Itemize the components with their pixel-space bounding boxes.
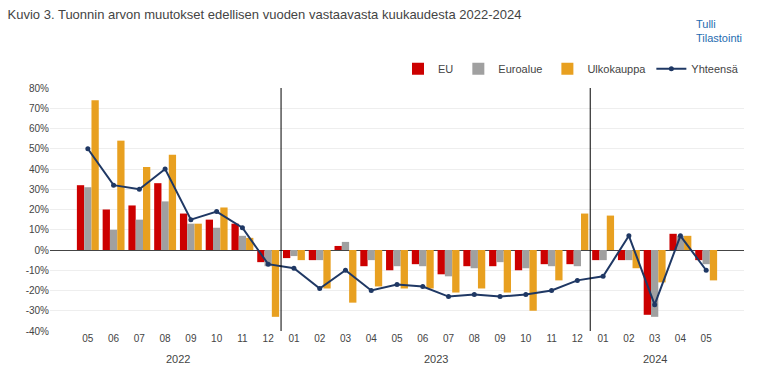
- svg-text:20%: 20%: [29, 204, 49, 215]
- svg-text:01: 01: [288, 333, 300, 344]
- svg-text:10%: 10%: [29, 224, 49, 235]
- svg-text:03: 03: [340, 333, 352, 344]
- svg-text:01: 01: [598, 333, 610, 344]
- svg-text:06: 06: [108, 333, 120, 344]
- svg-text:11: 11: [237, 333, 248, 344]
- svg-text:40%: 40%: [29, 164, 49, 175]
- svg-text:2022: 2022: [166, 353, 190, 365]
- svg-text:50%: 50%: [29, 143, 49, 154]
- svg-text:09: 09: [494, 333, 506, 344]
- svg-text:11: 11: [546, 333, 557, 344]
- svg-text:80%: 80%: [29, 83, 49, 94]
- svg-text:08: 08: [160, 333, 172, 344]
- svg-text:Yhteensä: Yhteensä: [691, 63, 738, 75]
- svg-text:02: 02: [314, 333, 326, 344]
- svg-text:2023: 2023: [424, 353, 448, 365]
- svg-text:07: 07: [443, 333, 455, 344]
- svg-text:05: 05: [701, 333, 713, 344]
- svg-text:30%: 30%: [29, 184, 49, 195]
- svg-text:07: 07: [134, 333, 146, 344]
- svg-text:02: 02: [623, 333, 635, 344]
- svg-text:Kuvio 3. Tuonnin arvon muutoks: Kuvio 3. Tuonnin arvon muutokset edellis…: [8, 7, 522, 22]
- svg-text:03: 03: [649, 333, 661, 344]
- svg-text:06: 06: [417, 333, 429, 344]
- svg-text:04: 04: [366, 333, 378, 344]
- svg-text:-40%: -40%: [26, 326, 49, 337]
- svg-text:70%: 70%: [29, 103, 49, 114]
- svg-text:10: 10: [520, 333, 532, 344]
- svg-text:0%: 0%: [35, 245, 50, 256]
- svg-text:09: 09: [185, 333, 197, 344]
- svg-text:-30%: -30%: [26, 305, 49, 316]
- svg-text:-20%: -20%: [26, 285, 49, 296]
- svg-text:05: 05: [391, 333, 403, 344]
- svg-text:Euroalue: Euroalue: [498, 63, 542, 75]
- svg-text:05: 05: [82, 333, 94, 344]
- svg-text:12: 12: [572, 333, 584, 344]
- svg-text:08: 08: [469, 333, 481, 344]
- svg-text:12: 12: [263, 333, 275, 344]
- svg-text:TulliTilastointi: TulliTilastointi: [696, 18, 742, 44]
- svg-text:60%: 60%: [29, 123, 49, 134]
- svg-text:Ulkokauppa: Ulkokauppa: [587, 63, 646, 75]
- svg-text:EU: EU: [438, 63, 453, 75]
- svg-text:-10%: -10%: [26, 265, 49, 276]
- svg-text:2024: 2024: [643, 353, 667, 365]
- svg-text:10: 10: [211, 333, 223, 344]
- svg-text:04: 04: [675, 333, 687, 344]
